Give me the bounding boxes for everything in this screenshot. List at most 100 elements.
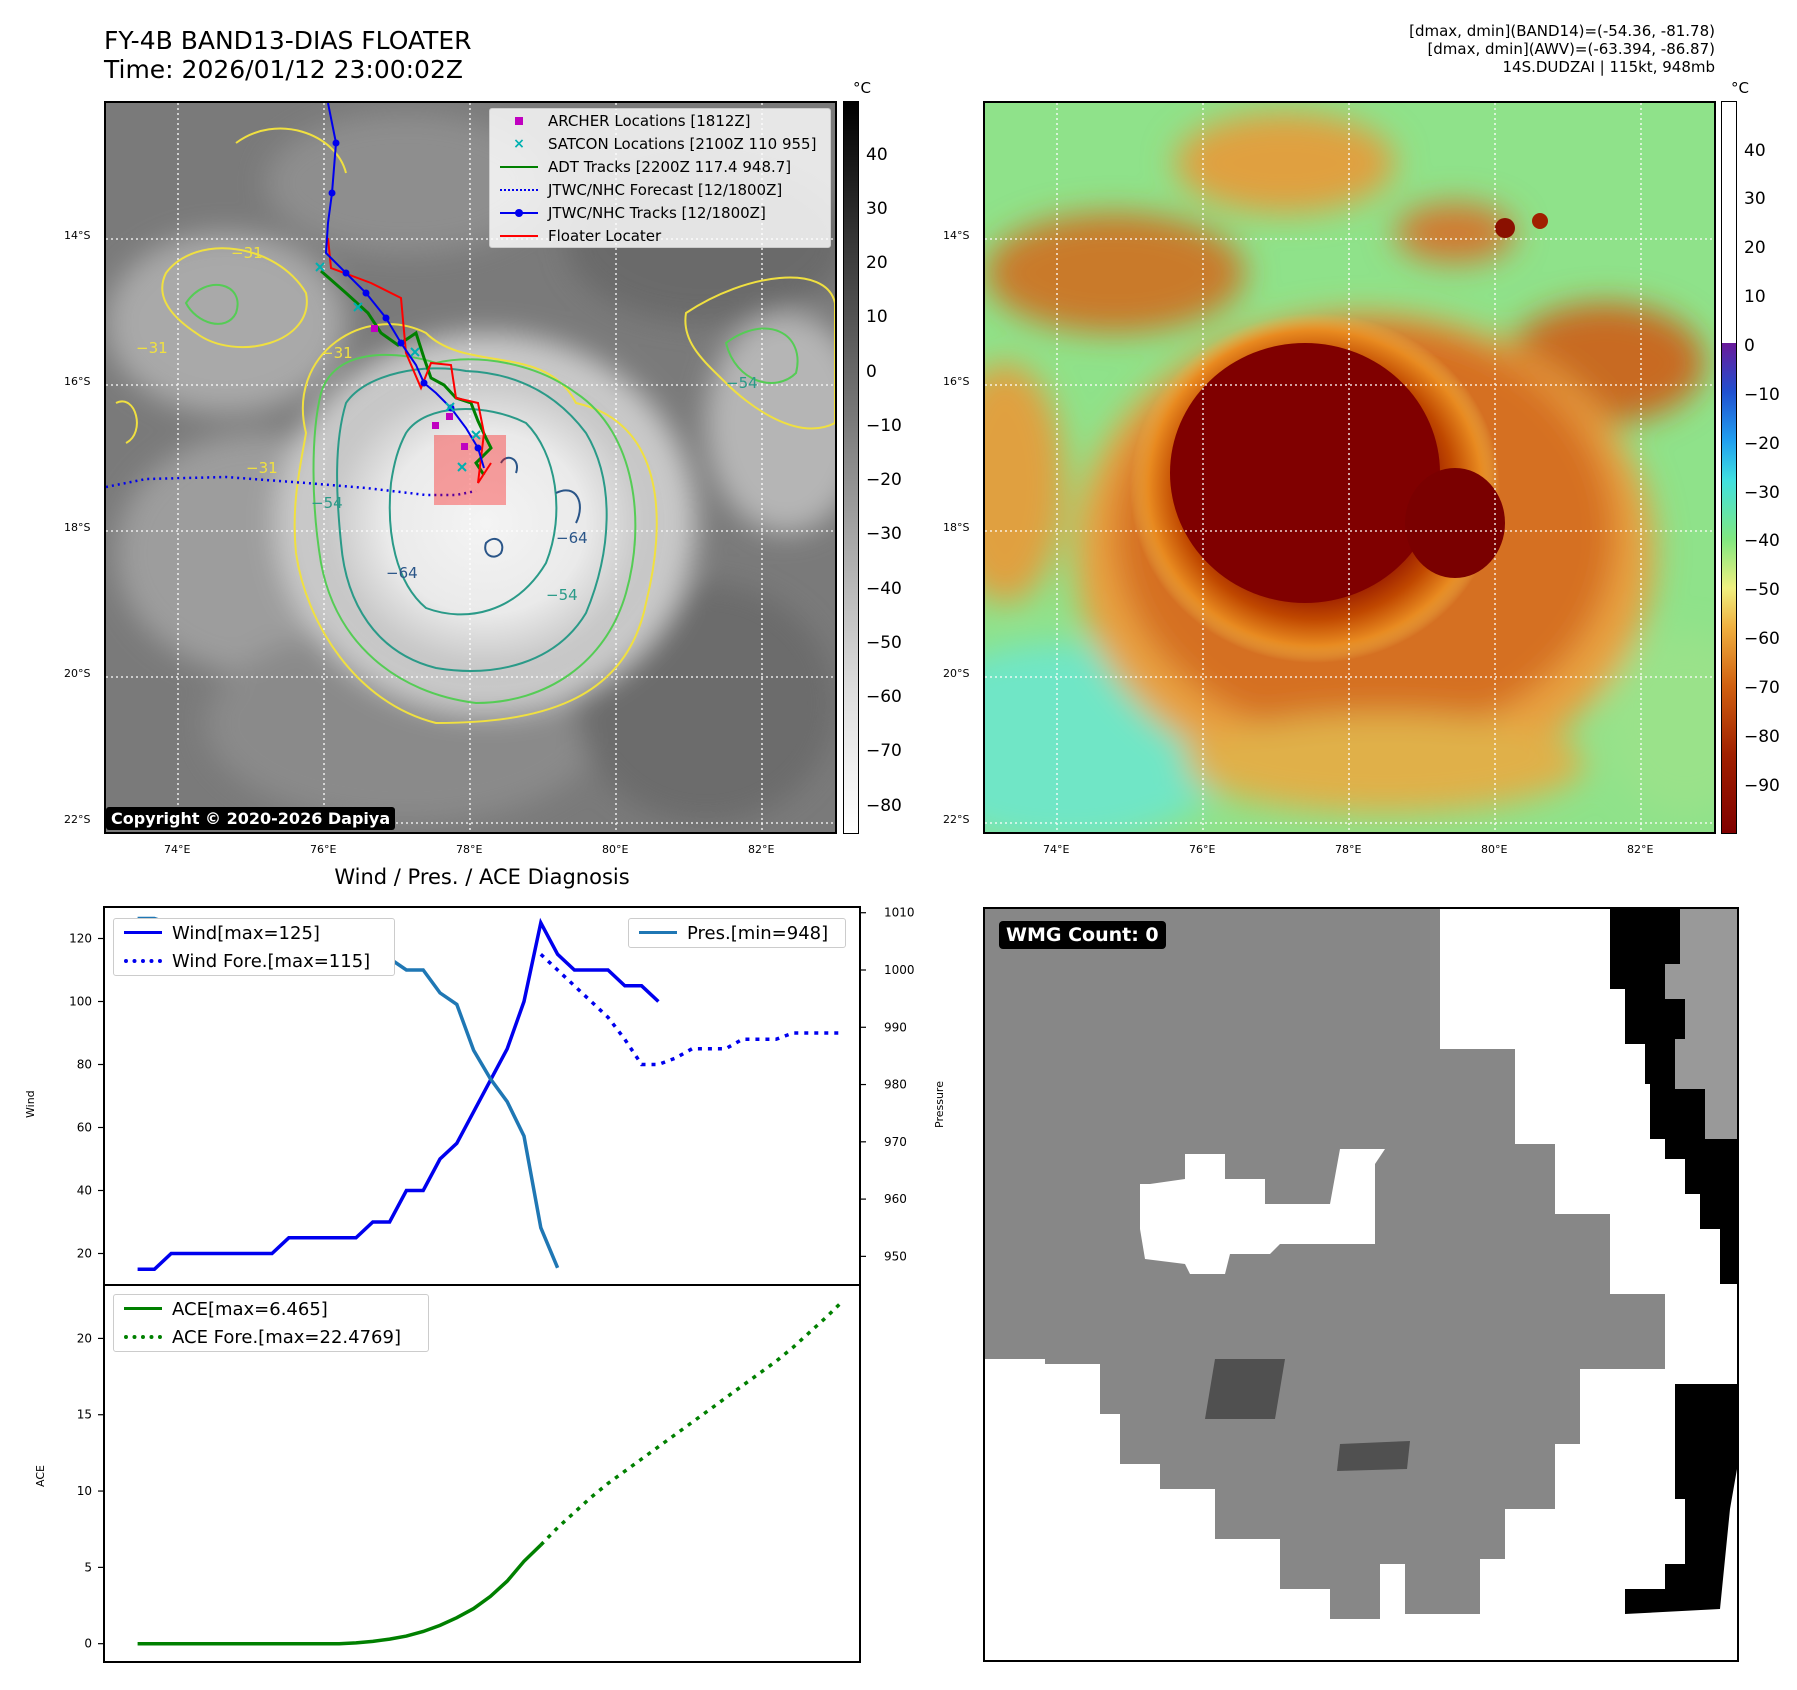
- y-tick-label: 40: [77, 1184, 92, 1198]
- legend-jtwc-forecast: JTWC/NHC Forecast [12/1800Z]: [490, 178, 830, 201]
- color-colorbar-label: 10: [1744, 287, 1766, 307]
- legend-adt: ADT Tracks [2200Z 117.4 948.7]: [490, 155, 830, 178]
- ir-colorbar-label: −10: [866, 416, 902, 436]
- color-colorbar-label: −40: [1744, 531, 1780, 551]
- contour-label: −31: [231, 244, 263, 262]
- adt-track: [320, 269, 493, 476]
- y-right-tick-label: 1000: [884, 963, 915, 977]
- pressure-legend: Pres.[min=948]: [628, 918, 846, 948]
- color-colorbar-label: 0: [1744, 336, 1755, 356]
- lon-label: 74°E: [164, 843, 191, 856]
- ir-colorbar-label: 40: [866, 145, 888, 165]
- title-line-product: FY-4B BAND13-DIAS FLOATER: [104, 26, 472, 55]
- lon-label: 78°E: [456, 843, 483, 856]
- color-colorbar-label: −30: [1744, 483, 1780, 503]
- y-tick-label: 100: [69, 995, 92, 1009]
- color-colorbar: [1721, 101, 1737, 834]
- lat-label: 16°S: [943, 375, 970, 388]
- color-colorbar-label: 30: [1744, 189, 1766, 209]
- floater-box: [434, 435, 506, 505]
- y-right-tick-label: 990: [884, 1020, 907, 1034]
- contour-label: −64: [556, 529, 588, 547]
- contour-label: −54: [726, 374, 758, 392]
- figure-title: FY-4B BAND13-DIAS FLOATER Time: 2026/01/…: [104, 26, 472, 84]
- info-storm: 14S.DUDZAI | 115kt, 948mb: [1502, 58, 1715, 76]
- ir-colorbar-label: −50: [866, 633, 902, 653]
- wmg-count-label: WMG Count: 0: [999, 921, 1166, 949]
- color-colorbar-label: 40: [1744, 141, 1766, 161]
- ir-colorbar-unit: °C: [853, 79, 871, 97]
- color-map-grid: [985, 103, 1714, 832]
- contour-minus31: [115, 127, 835, 725]
- legend-pressure: Pres.[min=948]: [629, 919, 845, 947]
- ir-colorbar-label: −40: [866, 579, 902, 599]
- y-tick-label: 120: [69, 932, 92, 946]
- pressure-axis-label: Pressure: [933, 1081, 946, 1128]
- lat-label: 14°S: [64, 229, 91, 242]
- y-tick-label: 80: [77, 1058, 92, 1072]
- lat-label: 18°S: [64, 521, 91, 534]
- ir-colorbar-label: −80: [866, 796, 902, 816]
- ir-colorbar-label: −70: [866, 741, 902, 761]
- lon-label: 76°E: [1189, 843, 1216, 856]
- contour-label: −64: [386, 564, 418, 582]
- ir-colorbar-label: 10: [866, 307, 888, 327]
- lat-label: 22°S: [943, 813, 970, 826]
- floater-locater-track: [327, 237, 492, 484]
- contour-label: −54: [546, 586, 578, 604]
- ir-colorbar-label: −60: [866, 687, 902, 707]
- y-tick-label: 20: [77, 1331, 92, 1345]
- series-line: [137, 917, 660, 1272]
- lon-label: 80°E: [602, 843, 629, 856]
- wmg-panel: WMG Count: 0: [983, 907, 1739, 1662]
- color-colorbar-label: −20: [1744, 434, 1780, 454]
- contour-minus54: [184, 284, 799, 705]
- color-colorbar-label: 20: [1744, 238, 1766, 258]
- lon-label: 82°E: [1627, 843, 1654, 856]
- y-tick-label: 15: [77, 1408, 92, 1422]
- lat-label: 20°S: [943, 667, 970, 680]
- ir-contours: [115, 127, 835, 725]
- legend-archer: ARCHER Locations [1812Z]: [490, 109, 830, 132]
- color-colorbar-unit: °C: [1731, 79, 1749, 97]
- satcon-locations: [315, 262, 481, 472]
- lat-label: 18°S: [943, 521, 970, 534]
- y-right-tick-label: 960: [884, 1192, 907, 1206]
- contour-label: −31: [321, 344, 353, 362]
- info-band14: [dmax, dmin](BAND14)=(-54.36, -81.78): [1409, 22, 1715, 40]
- y-right-tick-label: 970: [884, 1135, 907, 1149]
- lat-label: 20°S: [64, 667, 91, 680]
- ir-colorbar-label: −30: [866, 524, 902, 544]
- legend-ace: ACE[max=6.465]: [114, 1295, 428, 1323]
- y-tick-label: 20: [77, 1247, 92, 1261]
- y-tick-label: 5: [84, 1560, 92, 1574]
- legend-wind-forecast: Wind Fore.[max=115]: [114, 947, 394, 975]
- copyright-label: Copyright © 2020-2026 Dapiya: [106, 807, 396, 830]
- contour-label: −31: [246, 459, 278, 477]
- ace-chart: 0 5 10 15 20: [77, 1284, 861, 1663]
- wind-legend: Wind[max=125] Wind Fore.[max=115]: [113, 918, 395, 976]
- legend-wind: Wind[max=125]: [114, 919, 394, 947]
- plot-frame: [103, 1284, 861, 1663]
- info-awv: [dmax, dmin](AWV)=(-63.394, -86.87): [1427, 40, 1715, 58]
- ace-axis-label: ACE: [34, 1465, 47, 1487]
- lon-label: 76°E: [310, 843, 337, 856]
- contour-labels: −31 −31 −31 −31 −54 −54 −54 −64 −64: [136, 244, 758, 604]
- series-line: [137, 1543, 543, 1646]
- color-colorbar-label: −60: [1744, 629, 1780, 649]
- ir-colorbar-label: −20: [866, 470, 902, 490]
- lon-label: 82°E: [748, 843, 775, 856]
- contour-label: −54: [311, 494, 343, 512]
- legend-satcon: × SATCON Locations [2100Z 110 955]: [513, 134, 817, 153]
- legend-floater: Floater Locater: [490, 224, 830, 247]
- lon-label: 80°E: [1481, 843, 1508, 856]
- lon-label: 74°E: [1043, 843, 1070, 856]
- lat-label: 22°S: [64, 813, 91, 826]
- ir-colorbar-label: 30: [866, 199, 888, 219]
- y-right-tick-label: 1010: [884, 906, 915, 920]
- lat-label: 14°S: [943, 229, 970, 242]
- y-tick-label: 60: [77, 1121, 92, 1135]
- diagnosis-title: Wind / Pres. / ACE Diagnosis: [334, 865, 630, 889]
- contour-minus64: [336, 367, 608, 672]
- color-colorbar-label: −70: [1744, 678, 1780, 698]
